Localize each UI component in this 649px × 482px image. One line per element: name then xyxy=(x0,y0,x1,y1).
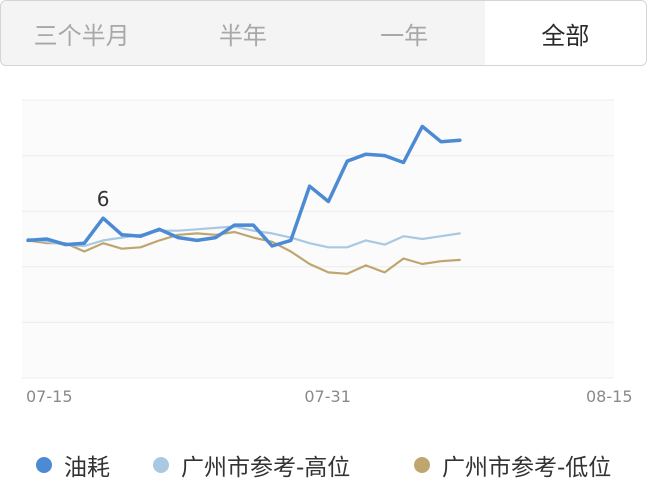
series-line-low xyxy=(26,230,461,275)
legend-dot-high xyxy=(153,457,169,473)
legend-label-low: 广州市参考-低位 xyxy=(442,455,612,481)
tab-all[interactable]: 全部 xyxy=(484,1,646,65)
legend-item-low[interactable]: 广州市参考-低位 xyxy=(414,448,611,482)
legend-label-high: 广州市参考-高位 xyxy=(181,455,351,481)
tab-one-year[interactable]: 一年 xyxy=(380,21,429,50)
plot-background xyxy=(22,100,614,378)
x-tick-label: 08-15 xyxy=(586,387,633,406)
x-tick-label: 07-31 xyxy=(304,387,351,406)
time-range-tabs: 三个半月 半年 一年 全部 xyxy=(0,0,647,66)
tab-three-and-half-months[interactable]: 三个半月 xyxy=(33,21,130,50)
series-line-fuel xyxy=(26,124,462,248)
chart-legend: 油耗 广州市参考-高位 广州市参考-低位 xyxy=(0,448,649,482)
legend-item-high[interactable]: 广州市参考-高位 xyxy=(153,448,350,482)
chart-svg: 6 07-15 07-31 08-15 xyxy=(22,99,633,406)
series-line-high xyxy=(26,225,461,249)
fuel-consumption-chart: 6 07-15 07-31 08-15 xyxy=(0,80,649,425)
legend-label-fuel: 油耗 xyxy=(64,455,110,481)
legend-dot-fuel xyxy=(36,457,52,473)
legend-item-fuel[interactable]: 油耗 xyxy=(36,448,110,482)
legend-dot-low xyxy=(414,457,430,473)
x-tick-label: 07-15 xyxy=(26,387,73,406)
data-label: 6 xyxy=(97,187,110,211)
tab-half-year[interactable]: 半年 xyxy=(218,21,267,50)
